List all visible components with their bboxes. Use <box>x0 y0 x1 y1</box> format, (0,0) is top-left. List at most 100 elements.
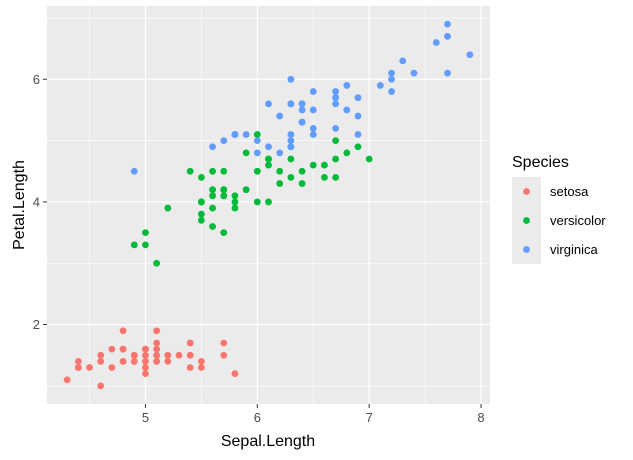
virginica-point <box>354 112 362 120</box>
legend-swatch-versicolor <box>523 217 530 224</box>
setosa-point <box>142 345 149 353</box>
setosa-point <box>220 339 228 347</box>
virginica-point <box>276 149 284 157</box>
versicolor-point <box>164 204 172 212</box>
setosa-point <box>186 339 194 347</box>
virginica-point <box>265 143 272 151</box>
versicolor-point <box>242 186 250 194</box>
virginica-point <box>130 167 138 175</box>
setosa-point <box>164 351 172 359</box>
setosa-point <box>97 351 105 359</box>
versicolor-point <box>142 241 149 249</box>
versicolor-point <box>321 161 328 169</box>
versicolor-point <box>298 180 306 187</box>
virginica-point <box>376 82 384 89</box>
setosa-point <box>108 345 116 353</box>
versicolor-point <box>321 174 328 181</box>
virginica-point <box>399 57 407 65</box>
virginica-point <box>287 75 295 83</box>
virginica-point <box>466 51 474 59</box>
y-axis-title: Petal.Length <box>11 160 28 250</box>
setosa-point <box>142 351 149 359</box>
virginica-point <box>287 143 295 151</box>
setosa-point <box>142 370 149 378</box>
virginica-point <box>354 94 362 102</box>
setosa-point <box>153 327 161 335</box>
x-tick-label: 5 <box>142 410 149 425</box>
setosa-point <box>153 345 161 353</box>
setosa-point <box>153 339 161 347</box>
setosa-point <box>197 364 205 371</box>
virginica-point <box>220 137 228 145</box>
legend: Species setosa versicolor virginica <box>512 154 606 264</box>
versicolor-point <box>287 155 295 163</box>
y-tick-label: 6 <box>33 72 40 87</box>
virginica-point <box>309 124 317 132</box>
x-tick-label: 7 <box>366 410 373 425</box>
versicolor-point <box>209 167 216 175</box>
versicolor-point <box>209 186 216 194</box>
setosa-point <box>119 327 127 335</box>
virginica-point <box>332 94 340 102</box>
setosa-point <box>175 351 183 359</box>
x-axis-ticks: 5 6 7 8 <box>142 404 485 425</box>
virginica-point <box>444 69 451 77</box>
setosa-point <box>220 351 228 359</box>
setosa-point <box>97 382 105 390</box>
versicolor-point <box>253 198 261 206</box>
virginica-point <box>287 137 295 145</box>
setosa-point <box>153 351 161 359</box>
virginica-point <box>343 106 351 114</box>
versicolor-point <box>298 167 306 175</box>
setosa-point <box>130 357 138 365</box>
versicolor-point <box>186 167 194 175</box>
versicolor-point <box>332 174 340 181</box>
versicolor-point <box>242 149 250 157</box>
virginica-point <box>332 124 340 132</box>
versicolor-point <box>130 241 138 249</box>
virginica-point <box>253 137 261 145</box>
setosa-point <box>197 357 205 365</box>
virginica-point <box>444 20 451 28</box>
virginica-point <box>309 106 317 114</box>
y-tick-label: 4 <box>33 194 40 209</box>
y-tick-label: 2 <box>33 317 40 332</box>
versicolor-point <box>197 210 205 218</box>
setosa-point <box>164 357 172 365</box>
virginica-point <box>354 131 362 138</box>
virginica-point <box>298 106 306 114</box>
versicolor-point <box>309 161 317 169</box>
virginica-point <box>309 88 317 95</box>
virginica-point <box>388 69 395 77</box>
virginica-point <box>444 32 451 40</box>
versicolor-point <box>220 229 228 236</box>
virginica-point <box>287 100 295 108</box>
versicolor-point <box>365 155 373 163</box>
setosa-point <box>231 370 239 378</box>
virginica-point <box>332 88 340 95</box>
setosa-point <box>186 351 194 359</box>
x-axis-title: Sepal.Length <box>221 433 315 450</box>
virginica-point <box>242 131 250 138</box>
versicolor-point <box>197 198 205 206</box>
legend-swatch-virginica <box>523 246 530 253</box>
virginica-point <box>265 100 272 108</box>
virginica-point <box>343 82 351 89</box>
versicolor-point <box>265 155 272 163</box>
virginica-point <box>309 131 317 138</box>
versicolor-point <box>220 186 228 194</box>
versicolor-point <box>276 180 284 187</box>
versicolor-point <box>197 216 205 224</box>
legend-label-versicolor: versicolor <box>550 213 606 228</box>
setosa-point <box>63 376 71 384</box>
versicolor-point <box>332 155 340 163</box>
versicolor-point <box>265 161 272 169</box>
versicolor-point <box>209 192 216 200</box>
x-tick-label: 8 <box>477 410 484 425</box>
versicolor-point <box>231 192 239 200</box>
versicolor-point <box>231 204 239 212</box>
virginica-point <box>388 88 395 95</box>
legend-title: Species <box>512 154 569 171</box>
x-tick-label: 6 <box>254 410 261 425</box>
